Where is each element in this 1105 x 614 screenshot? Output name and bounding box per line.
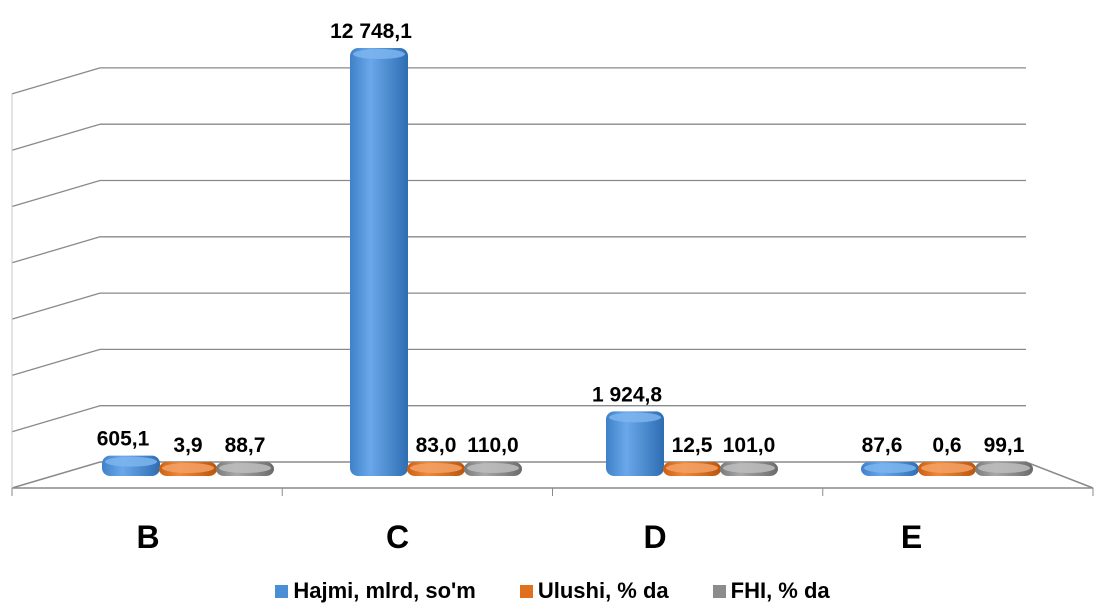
side-wall-gridline xyxy=(11,236,101,264)
bar-D-series-2 xyxy=(663,462,721,476)
bar-cap xyxy=(723,463,775,473)
legend-swatch-fhi xyxy=(712,584,726,598)
legend-swatch-hajmi xyxy=(275,584,289,598)
bar-cap xyxy=(978,463,1030,473)
side-wall-gridline xyxy=(11,123,101,151)
bar-B-series-3 xyxy=(216,462,274,476)
legend-label-hajmi: Hajmi, mlrd, so'm xyxy=(293,578,476,603)
category-label: C xyxy=(386,519,409,555)
category-label: E xyxy=(901,519,922,555)
bar-E-series-2 xyxy=(918,462,976,476)
data-label: 3,9 xyxy=(173,434,202,457)
legend-item-fhi: FHI, % da xyxy=(712,578,830,604)
data-label: 0,6 xyxy=(932,434,961,457)
bar-cap xyxy=(864,463,916,473)
legend: Hajmi, mlrd, so'm Ulushi, % da FHI, % da xyxy=(0,578,1105,604)
side-wall-gridline xyxy=(11,67,101,95)
bar-C-series-1 xyxy=(350,48,408,476)
side-wall-gridline xyxy=(11,348,101,377)
bar-D-series-1 xyxy=(606,411,664,476)
data-label: 12 748,1 xyxy=(330,20,412,43)
bar-body xyxy=(350,48,408,476)
legend-item-ulushi: Ulushi, % da xyxy=(519,578,669,604)
side-wall-gridline xyxy=(11,179,101,208)
legend-label-ulushi: Ulushi, % da xyxy=(537,578,669,603)
legend-swatch-ulushi xyxy=(519,584,533,598)
side-wall-gridline xyxy=(11,292,101,320)
bar-cap xyxy=(666,463,718,473)
bar-E-series-3 xyxy=(975,462,1033,476)
bar-body xyxy=(606,411,664,476)
bar-cap xyxy=(921,463,973,473)
data-label: 605,1 xyxy=(97,428,150,451)
category-labels: B C D E xyxy=(136,519,922,555)
bar-B-series-1 xyxy=(102,455,160,476)
data-label: 12,5 xyxy=(672,434,713,457)
category-label: B xyxy=(136,519,159,555)
data-label: 1 924,8 xyxy=(592,383,662,406)
data-label: 83,0 xyxy=(416,434,457,457)
chart-walls xyxy=(11,67,1094,496)
legend-label-fhi: FHI, % da xyxy=(730,578,830,603)
bar-cap xyxy=(609,412,661,423)
bar-cap xyxy=(105,456,157,467)
side-wall-gridline xyxy=(11,405,101,433)
category-label: D xyxy=(643,519,666,555)
bar-E-series-1 xyxy=(861,462,919,476)
data-labels: 605,1 12 748,1 1 924,8 87,6 3,9 83,0 12,5 0,6 88… xyxy=(97,20,1025,457)
data-label: 87,6 xyxy=(862,434,903,457)
bar-D-series-3 xyxy=(720,462,778,476)
bar-C-series-3 xyxy=(464,462,522,476)
bar-cap xyxy=(353,49,405,60)
legend-item-hajmi: Hajmi, mlrd, so'm xyxy=(275,578,476,604)
chart-bars xyxy=(102,48,1033,476)
bar-cap xyxy=(219,463,271,473)
bar-B-series-2 xyxy=(159,462,217,476)
data-label: 88,7 xyxy=(225,434,266,457)
bar-cap xyxy=(162,463,214,473)
data-label: 110,0 xyxy=(467,434,518,457)
bar-C-series-2 xyxy=(407,462,465,476)
data-label: 99,1 xyxy=(984,434,1025,457)
bar-cap xyxy=(410,463,462,473)
bar-cap xyxy=(467,463,519,473)
data-label: 101,0 xyxy=(723,434,776,457)
